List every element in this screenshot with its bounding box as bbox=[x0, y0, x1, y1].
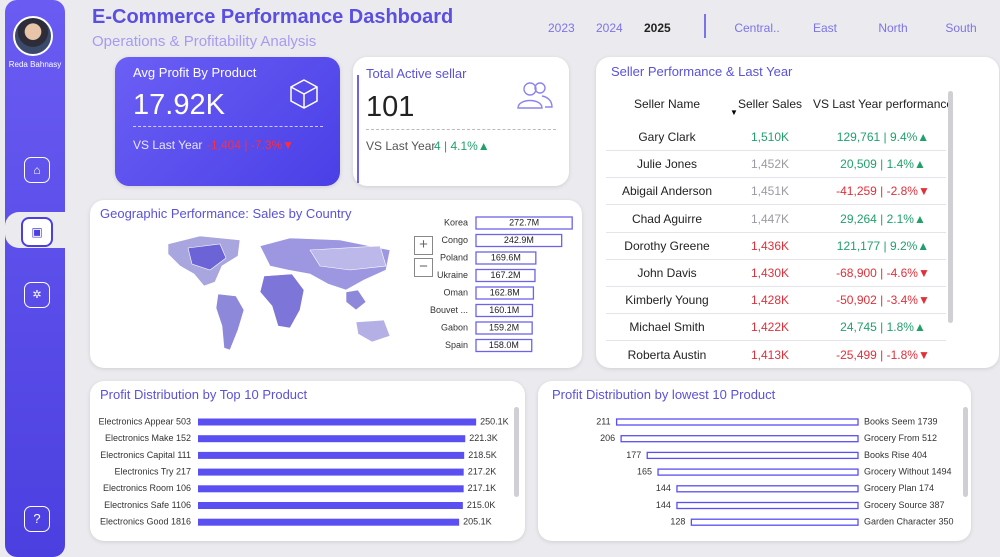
kpi-divider bbox=[366, 129, 556, 130]
kpi-compare-label: VS Last Year bbox=[366, 139, 436, 153]
dashboard-title: E-Commerce Performance Dashboard bbox=[92, 6, 454, 28]
slicer-divider bbox=[704, 14, 706, 38]
seller-table-card: Seller Performance & Last Year Seller Na… bbox=[596, 57, 999, 368]
user-name: Reda Bahnasy bbox=[8, 60, 62, 69]
seller-name: Julie Jones bbox=[636, 157, 698, 172]
table-row: Abigail Anderson 1,451K -41,259 | -2.8%▼ bbox=[606, 177, 946, 206]
seller-name: Dorothy Greene bbox=[624, 238, 710, 253]
kpi-accent bbox=[357, 75, 359, 183]
seller-vs: 20,509 | 1.4%▲ bbox=[840, 157, 926, 172]
seller-sales: 1,447K bbox=[750, 211, 790, 226]
seller-name: John Davis bbox=[637, 266, 697, 280]
table-row: Julie Jones 1,452K 20,509 | 1.4%▲ bbox=[606, 150, 946, 179]
scrollbar[interactable] bbox=[963, 407, 968, 497]
seller-name: Chad Aguirre bbox=[631, 211, 703, 226]
seller-sales: 1,430K bbox=[750, 266, 790, 280]
year-option[interactable]: 2025 bbox=[644, 21, 671, 35]
chart-title: Profit Distribution by Top 10 Product bbox=[100, 387, 308, 402]
users-icon bbox=[517, 82, 553, 109]
world-map bbox=[167, 235, 391, 351]
seller-vs: -50,902 | -3.4%▼ bbox=[836, 293, 930, 308]
zoom-out[interactable]: − bbox=[414, 258, 433, 277]
scrollbar[interactable] bbox=[948, 91, 953, 323]
avatar bbox=[13, 16, 53, 56]
region-option[interactable]: South bbox=[945, 21, 977, 35]
year-option[interactable]: 2024 bbox=[596, 21, 623, 35]
column-header[interactable]: Seller Name bbox=[633, 97, 701, 111]
year-slicer: 2023 2024 2025 bbox=[548, 12, 693, 42]
table-row: Michael Smith 1,422K 24,745 | 1.8%▲ bbox=[606, 313, 946, 342]
seller-sales: 1,452K bbox=[750, 157, 790, 172]
seller-sales: 1,510K bbox=[750, 130, 790, 144]
products-button[interactable]: ▣ bbox=[21, 217, 53, 247]
table-body: Gary Clark 1,510K 129,761 | 9.4%▲ Julie Jon… bbox=[596, 123, 956, 368]
kpi-sellers-card: Total Active sellar 101 VS Last Year 4 |… bbox=[353, 57, 569, 186]
seller-sales: 1,428K bbox=[750, 293, 790, 308]
geo-card: Geographic Performance: Sales by Country… bbox=[90, 200, 582, 368]
seller-name: Michael Smith bbox=[629, 320, 705, 335]
kpi-compare-label: VS Last Year bbox=[133, 138, 203, 152]
column-header[interactable]: Seller Sales bbox=[737, 97, 803, 111]
lowest-products-card: Profit Distribution by lowest 10 Product bbox=[538, 381, 971, 541]
year-option[interactable]: 2023 bbox=[548, 21, 575, 35]
kpi-divider bbox=[133, 126, 323, 127]
kpi-compare-value: -1,404 | -7.3%▼ bbox=[207, 138, 295, 152]
home-button[interactable]: ⌂ bbox=[24, 157, 50, 183]
chart-title: Profit Distribution by lowest 10 Product bbox=[552, 387, 776, 402]
seller-name: Gary Clark bbox=[638, 130, 696, 144]
seller-sales: 1,422K bbox=[750, 320, 790, 335]
dashboard-subtitle: Operations & Profitability Analysis bbox=[92, 33, 317, 50]
seller-vs: 121,177 | 9.2%▲ bbox=[836, 238, 930, 253]
region-slicer: Central.. East North South bbox=[715, 12, 976, 42]
table-row: Roberta Austin 1,413K -25,499 | -1.8%▼ bbox=[606, 341, 946, 368]
seller-name: Roberta Austin bbox=[627, 347, 707, 362]
chart-title: Geographic Performance: Sales by Country bbox=[100, 206, 352, 221]
kpi-value: 101 bbox=[366, 91, 415, 123]
table-row: Kimberly Young 1,428K -50,902 | -3.4%▼ bbox=[606, 286, 946, 315]
seller-name: Kimberly Young bbox=[625, 293, 709, 308]
seller-vs: -41,259 | -2.8%▼ bbox=[836, 184, 930, 199]
seller-sales: 1,436K bbox=[750, 238, 790, 253]
sidebar bbox=[5, 0, 65, 557]
kpi-compare-value: 4 | 4.1%▲ bbox=[434, 139, 490, 153]
seller-vs: 129,761 | 9.4%▲ bbox=[836, 130, 930, 144]
seller-vs: -68,900 | -4.6%▼ bbox=[836, 266, 930, 280]
table-title: Seller Performance & Last Year bbox=[611, 64, 793, 79]
kpi-profit-card: Avg Profit By Product 17.92K VS Last Yea… bbox=[115, 57, 340, 186]
scrollbar[interactable] bbox=[514, 407, 519, 497]
table-row: Chad Aguirre 1,447K 29,264 | 2.1%▲ bbox=[606, 205, 946, 233]
seller-vs: -25,499 | -1.8%▼ bbox=[836, 347, 930, 362]
seller-sales: 1,451K bbox=[750, 184, 790, 199]
seller-vs: 29,264 | 2.1%▲ bbox=[840, 211, 926, 226]
seller-name: Abigail Anderson bbox=[621, 184, 713, 199]
region-option[interactable]: East bbox=[812, 21, 837, 35]
help-button[interactable]: ? bbox=[24, 506, 50, 532]
column-header[interactable]: VS Last Year performance bbox=[812, 97, 954, 111]
kpi-title: Avg Profit By Product bbox=[133, 65, 257, 80]
seller-sales: 1,413K bbox=[750, 347, 790, 362]
region-option[interactable]: Central.. bbox=[734, 21, 780, 35]
zoom-in[interactable]: + bbox=[414, 236, 433, 255]
table-header: Seller Name Seller Sales VS Last Year perf… bbox=[596, 95, 956, 119]
sort-arrow[interactable]: ▼ bbox=[730, 108, 738, 117]
seller-vs: 24,745 | 1.8%▲ bbox=[840, 320, 926, 335]
top-products-card: Profit Distribution by Top 10 Product bbox=[90, 381, 525, 541]
sellers-button[interactable]: ✲ bbox=[24, 282, 50, 308]
table-row: Dorothy Greene 1,436K 121,177 | 9.2%▲ bbox=[606, 232, 946, 260]
table-row: John Davis 1,430K -68,900 | -4.6%▼ bbox=[606, 259, 946, 287]
region-option[interactable]: North bbox=[878, 21, 908, 35]
kpi-title: Total Active sellar bbox=[366, 66, 467, 81]
table-row: Gary Clark 1,510K 129,761 | 9.4%▲ bbox=[606, 123, 946, 151]
box-icon bbox=[290, 79, 318, 109]
kpi-value: 17.92K bbox=[133, 89, 225, 121]
